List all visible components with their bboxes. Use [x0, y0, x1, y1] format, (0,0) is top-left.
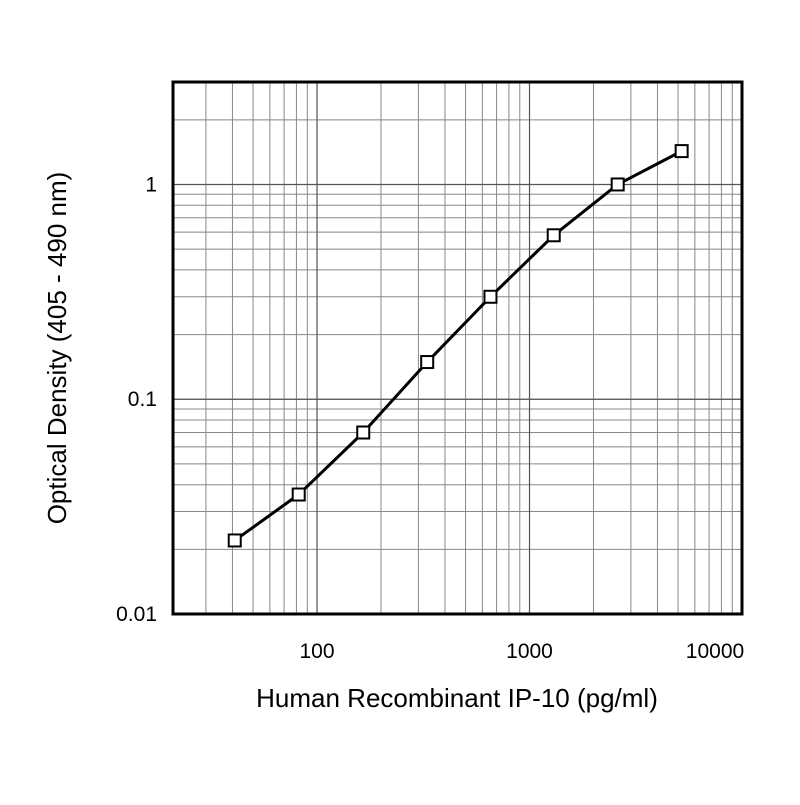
data-point	[227, 533, 242, 548]
data-point	[674, 144, 689, 159]
x-axis-label: Human Recombinant IP-10 (pg/ml)	[256, 683, 658, 713]
x-tick-label: 1000	[506, 640, 553, 663]
y-tick-label: 1	[145, 173, 157, 196]
y-tick-label: 0.1	[128, 388, 157, 411]
data-point	[483, 289, 498, 304]
data-point	[291, 487, 306, 502]
y-axis-label: Optical Density (405 - 490 nm)	[42, 172, 72, 525]
y-tick-label: 0.01	[116, 603, 157, 626]
plot-frame	[171, 80, 744, 616]
data-point	[420, 355, 435, 370]
data-point	[546, 228, 561, 243]
x-tick-label: 10000	[686, 640, 744, 663]
x-tick-label: 100	[299, 640, 334, 663]
data-point	[356, 425, 371, 440]
data-point	[610, 177, 625, 192]
data-line	[233, 149, 683, 542]
